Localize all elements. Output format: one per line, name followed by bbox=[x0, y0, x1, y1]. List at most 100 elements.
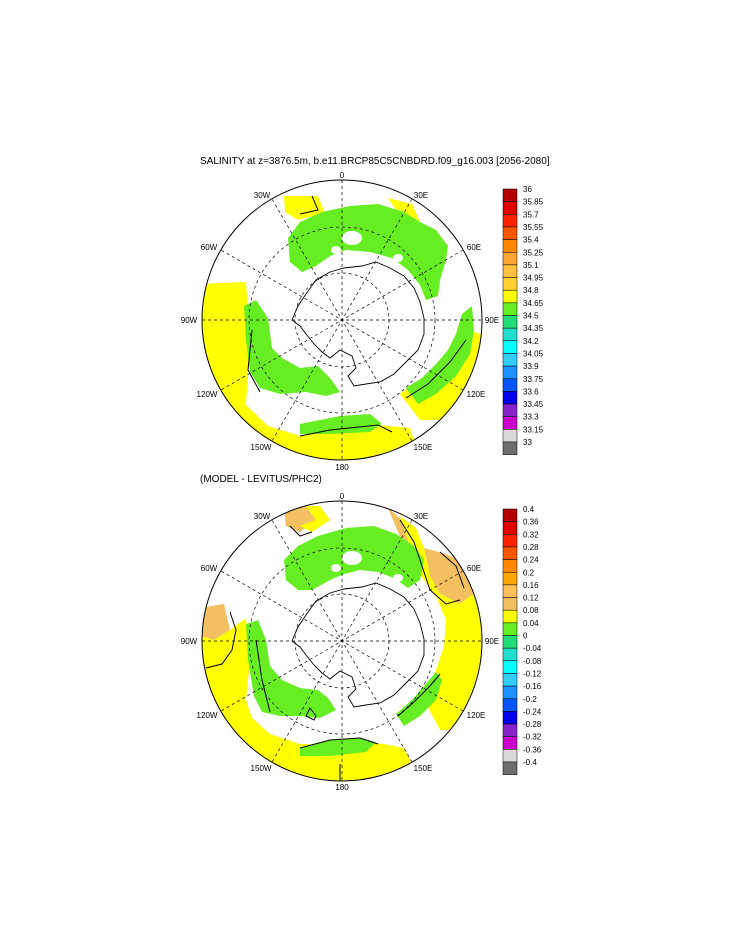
top-green-regions bbox=[244, 204, 474, 434]
top-colorbar-label: 33.3 bbox=[523, 413, 539, 422]
bottom-colorbar-swatch bbox=[502, 698, 518, 712]
top-colorbar-label: 33.15 bbox=[523, 425, 544, 434]
bottom-lon-label: 90E bbox=[485, 637, 499, 646]
top-contour-lines bbox=[247, 195, 467, 437]
bottom-colorbar-swatch bbox=[502, 761, 518, 775]
top-colorbar-swatch bbox=[502, 365, 518, 380]
bottom-colorbar-label: 0.32 bbox=[523, 530, 539, 539]
bottom-map: 0 30E 60E 90E 120E 150E 180 150W 120W 90… bbox=[181, 492, 542, 792]
bottom-colorbar-swatch bbox=[502, 559, 518, 573]
top-colorbar-label: 33.45 bbox=[523, 400, 544, 409]
bottom-colorbar: 0.4 0.36 0.32 0.28 0.24 0.2 0.16 0.12 0.08 0.04 0 -… bbox=[502, 505, 542, 775]
top-lon-label: 0 bbox=[340, 171, 345, 180]
bottom-colorbar-swatch bbox=[502, 673, 518, 687]
top-lon-label: 30E bbox=[414, 191, 428, 200]
top-colorbar-swatch bbox=[502, 289, 518, 304]
bottom-lon-label: 60E bbox=[467, 564, 481, 573]
top-lon-label: 150E bbox=[414, 443, 433, 452]
bottom-colorbar-label: 0.28 bbox=[523, 543, 539, 552]
bottom-lon-label: 60W bbox=[201, 564, 218, 573]
bottom-colorbar-label: 0.04 bbox=[523, 619, 539, 628]
top-colorbar-label: 34.65 bbox=[523, 299, 544, 308]
top-colorbar-swatch bbox=[502, 441, 518, 455]
bottom-map-fields bbox=[202, 506, 482, 781]
bottom-colorbar-swatch bbox=[502, 647, 518, 662]
top-colorbar-label: 36 bbox=[523, 185, 532, 194]
top-colorbar-label: 35.1 bbox=[523, 261, 539, 270]
bottom-lon-label: 120E bbox=[467, 711, 486, 720]
top-colorbar-swatch bbox=[502, 302, 518, 316]
top-lon-label: 180 bbox=[335, 463, 349, 472]
bottom-lon-label: 90W bbox=[181, 637, 198, 646]
top-colorbar: 36 35.85 35.7 35.55 35.4 35.25 35.1 34.95 34.8 34… bbox=[502, 185, 544, 455]
top-colorbar-swatch bbox=[502, 239, 518, 253]
bottom-lon-label: 30E bbox=[414, 512, 428, 521]
bottom-colorbar-label: -0.24 bbox=[523, 707, 542, 716]
bottom-colorbar-label: 0 bbox=[523, 632, 528, 641]
bottom-colorbar-swatch bbox=[502, 546, 518, 560]
bottom-lon-label: 150E bbox=[414, 764, 433, 773]
bottom-colorbar-label: -0.08 bbox=[523, 657, 542, 666]
bottom-colorbar-label: -0.12 bbox=[523, 669, 542, 678]
top-data-gaps bbox=[331, 231, 403, 262]
top-colorbar-swatch bbox=[502, 378, 518, 392]
bottom-antarctica-outline bbox=[291, 582, 425, 708]
top-lon-label: 60E bbox=[467, 243, 481, 252]
bottom-graticule bbox=[202, 501, 482, 781]
top-colorbar-label: 35.4 bbox=[523, 236, 539, 245]
top-colorbar-swatch bbox=[502, 214, 518, 228]
bottom-map-boundary bbox=[201, 500, 483, 782]
top-colorbar-swatch bbox=[502, 327, 518, 342]
top-lon-label: 120E bbox=[467, 390, 486, 399]
bottom-colorbar-swatch bbox=[502, 584, 518, 598]
bottom-colorbar-swatch bbox=[502, 635, 518, 649]
top-lon-label: 30W bbox=[254, 191, 271, 200]
top-colorbar-label: 33.6 bbox=[523, 387, 539, 396]
bottom-colorbar-swatch bbox=[502, 572, 518, 586]
bottom-colorbar-swatch bbox=[502, 597, 518, 611]
top-colorbar-swatch bbox=[502, 277, 518, 291]
top-colorbar-label: 34.05 bbox=[523, 349, 544, 358]
top-colorbar-swatch bbox=[502, 416, 518, 430]
top-colorbar-label: 33.9 bbox=[523, 362, 539, 371]
top-colorbar-label: 33 bbox=[523, 438, 532, 447]
bottom-colorbar-label: 0.36 bbox=[523, 518, 539, 527]
top-colorbar-swatch bbox=[502, 201, 518, 215]
bottom-lon-label: 30W bbox=[254, 512, 271, 521]
bottom-colorbar-swatch bbox=[502, 534, 518, 548]
bottom-colorbar-label: -0.04 bbox=[523, 644, 542, 653]
top-colorbar-swatch bbox=[502, 391, 518, 405]
top-colorbar-swatch bbox=[502, 188, 518, 202]
top-lon-label: 120W bbox=[197, 390, 218, 399]
bottom-lon-label: 120W bbox=[197, 711, 218, 720]
bottom-colorbar-label: 0.12 bbox=[523, 594, 539, 603]
bottom-colorbar-label: -0.36 bbox=[523, 745, 542, 754]
bottom-map-title: (MODEL - LEVITUS/PHC2) bbox=[200, 474, 322, 485]
top-antarctica-outline bbox=[291, 261, 425, 387]
bottom-colorbar-swatch bbox=[502, 609, 518, 624]
top-lon-label: 150W bbox=[251, 443, 272, 452]
bottom-colorbar-swatch bbox=[502, 711, 518, 725]
bottom-colorbar-swatch bbox=[502, 622, 518, 636]
bottom-colorbar-label: -0.4 bbox=[523, 758, 537, 767]
bottom-colorbar-label: 0.4 bbox=[523, 505, 535, 514]
top-map-fields bbox=[202, 195, 482, 460]
bottom-colorbar-label: -0.16 bbox=[523, 682, 542, 691]
bottom-colorbar-label: 0.2 bbox=[523, 568, 535, 577]
top-colorbar-swatch bbox=[502, 252, 518, 266]
bottom-colorbar-label: -0.2 bbox=[523, 695, 537, 704]
bottom-lon-label: 150W bbox=[251, 764, 272, 773]
top-lon-label: 90E bbox=[485, 316, 499, 325]
bottom-colorbar-swatch bbox=[502, 723, 518, 737]
bottom-contour-lines bbox=[205, 519, 465, 781]
top-colorbar-swatch bbox=[502, 429, 518, 443]
bottom-colorbar-swatch bbox=[502, 749, 518, 763]
bottom-colorbar-label: 0.08 bbox=[523, 606, 539, 615]
bottom-colorbar-label: -0.32 bbox=[523, 733, 542, 742]
top-colorbar-swatch bbox=[502, 264, 518, 278]
top-colorbar-label: 34.5 bbox=[523, 312, 539, 321]
top-colorbar-label: 35.7 bbox=[523, 210, 539, 219]
top-colorbar-label: 35.55 bbox=[523, 223, 544, 232]
bottom-lon-labels: 0 30E 60E 90E 120E 150E 180 150W 120W 90… bbox=[181, 492, 499, 792]
top-map-boundary bbox=[201, 179, 483, 461]
